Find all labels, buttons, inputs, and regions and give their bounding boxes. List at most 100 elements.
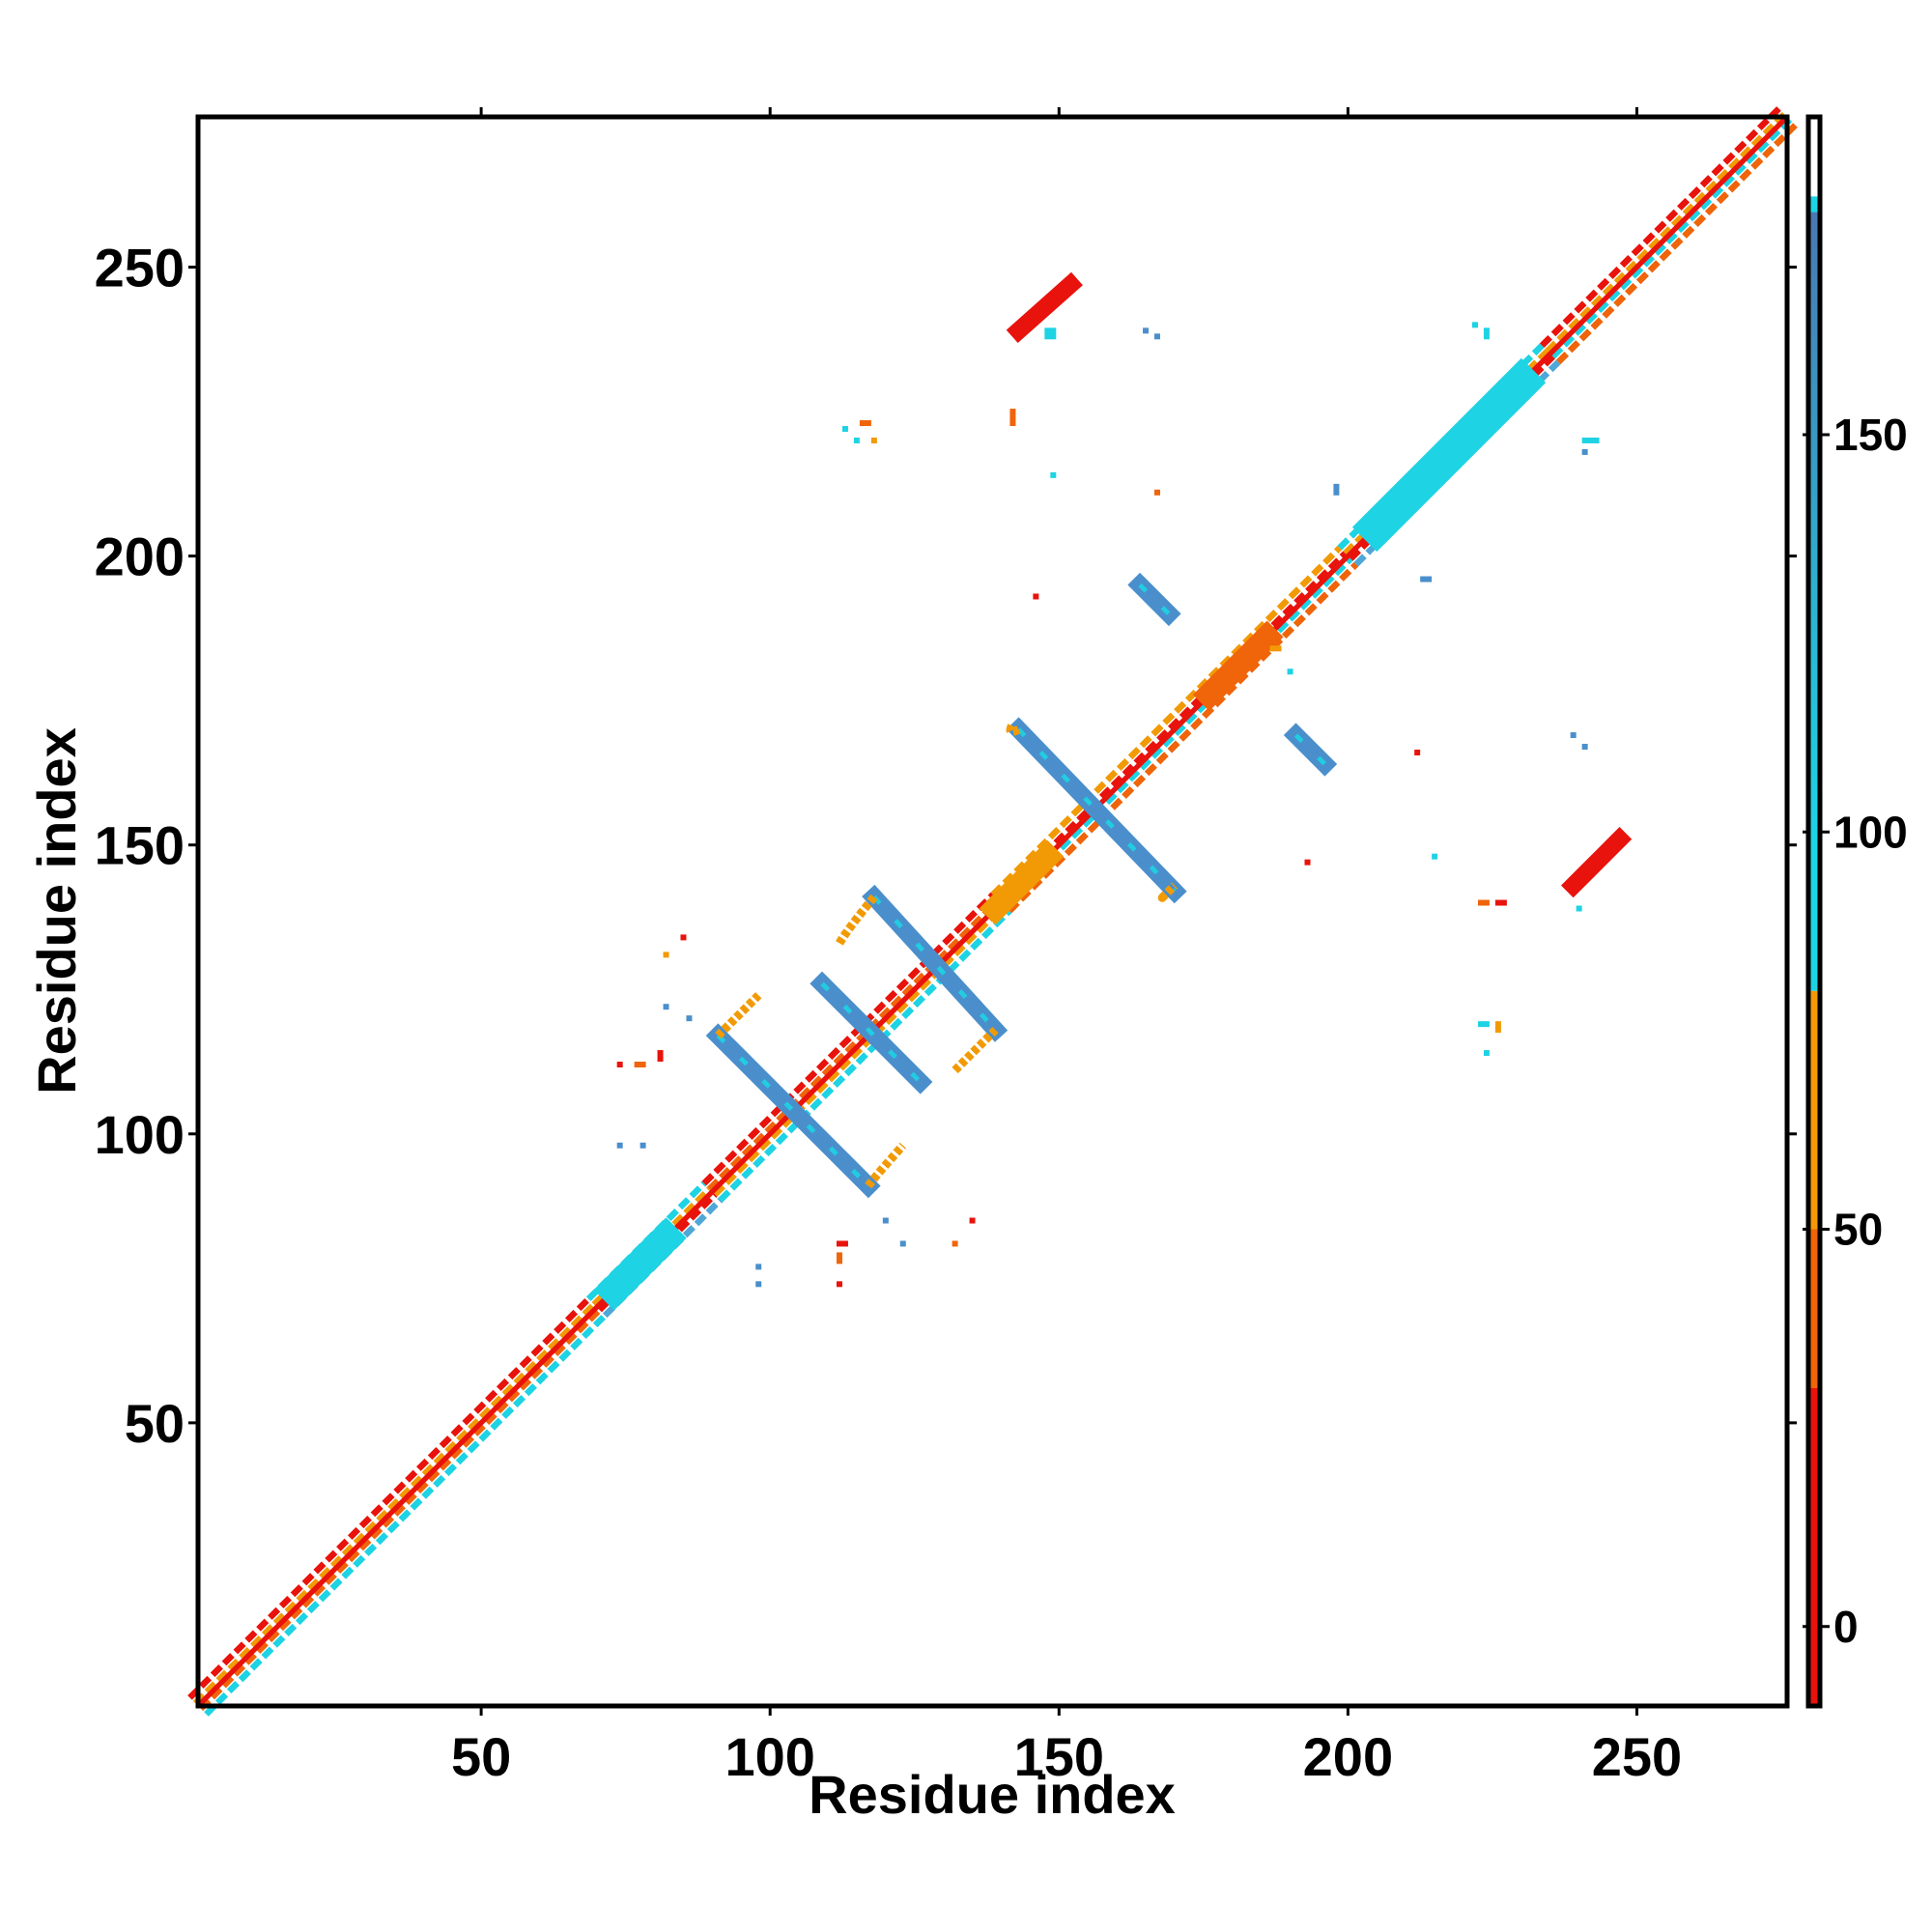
contact-point-24 [1477,899,1490,906]
contact-band-2 [862,884,1009,1042]
colorbar-band-1 [1808,1229,1820,1388]
contact-point-12 [1581,437,1600,443]
colorbar-band-4 [1808,117,1820,197]
contact-point-7 [1009,409,1016,427]
contact-point-36 [657,1050,664,1063]
contact-band-6 [1006,271,1083,343]
contact-band-0-highlight [716,1034,870,1188]
colorbar-frame [1805,114,1823,1709]
contact-point-46 [952,1240,958,1247]
y-axis: 50 100 150 200 250 [95,238,1797,1454]
contact-arc-14 [715,992,762,1039]
diagonal-stripe-0-0 [187,1296,591,1700]
contact-band-11 [979,839,1065,925]
contact-band-4-highlight [1138,582,1171,616]
diagonal-stripe-2-0 [701,892,996,1186]
diagonal-stripe-3-1 [996,551,1348,903]
diagonal-stripe-0-1 [192,1302,597,1706]
contact-band-7 [1560,827,1633,898]
y-tick-label-1: 100 [95,1104,185,1165]
contact-point-31 [663,952,669,958]
diagonal-stripe-3-3 [1007,561,1359,914]
contact-point-47 [969,1217,976,1224]
contact-point-43 [755,1281,762,1288]
contact-point-25 [1494,899,1507,906]
contact-point-37 [616,1142,623,1149]
contact-point-39 [836,1240,848,1247]
contact-point-45 [899,1240,906,1247]
contact-point-5 [870,437,877,443]
x-tick-label-0: 50 [451,1726,511,1787]
diagonal-stripe-5-3 [1555,123,1798,365]
contact-point-9 [1153,489,1160,496]
colorbar-tick-label-1: 50 [1833,1205,1883,1255]
contact-point-18 [1287,668,1293,675]
contact-arc-15 [865,1142,907,1189]
x-axis: 50 100 150 200 250 [451,107,1682,1787]
contact-point-27 [1477,1021,1490,1028]
contact-arc-13 [952,1026,999,1074]
contact-band-1-highlight [820,981,923,1084]
contact-point-8 [1050,471,1057,478]
contact-point-30 [680,934,687,941]
x-axis-label: Residue index [809,1764,1176,1825]
contact-point-21 [1414,750,1421,755]
contact-point-42 [755,1264,762,1270]
contact-point-32 [663,1004,669,1010]
colorbar-tick-label-0: 0 [1833,1602,1859,1652]
colorbar-ticks: 0 50 100 150 [1803,410,1908,1652]
contact-point-17 [1269,645,1282,652]
contact-point-1 [1143,327,1150,334]
colorbar-bands [1808,117,1820,1706]
diagonal-stripe-2-3 [718,908,1012,1203]
diagonal-stripe-5-1 [1545,111,1787,354]
contact-point-44 [882,1217,889,1224]
y-tick-label-4: 250 [95,238,185,298]
x-tick-label-4: 250 [1592,1726,1682,1787]
contact-point-4 [841,426,848,433]
contact-point-2 [1153,333,1160,340]
colorbar-tick-label-2: 100 [1833,807,1908,857]
contact-arc-16 [1006,721,1021,736]
colorbar-gradient [1808,212,1820,833]
diagonal-stripe-5-2 [1550,117,1793,359]
x-tick-label-1: 100 [724,1726,814,1787]
diagonal-stripe-2-1 [707,897,1001,1192]
contact-point-3 [859,420,871,427]
contact-point-19 [1570,732,1577,739]
y-tick-label-2: 150 [95,815,185,876]
contact-point-34 [616,1062,623,1068]
contact-point-40 [836,1252,842,1264]
contact-point-35 [634,1062,646,1068]
colorbar-band-2 [1808,990,1820,1230]
heatmap-marks [187,106,1798,1717]
diagonal-stripe-0-2 [198,1307,602,1712]
diagonal-stripe-3-0 [990,545,1343,897]
contact-point-10 [1471,322,1478,328]
x-tick-label-3: 200 [1303,1726,1393,1787]
contact-band-10 [1192,620,1284,712]
x-tick-label-2: 150 [1014,1726,1104,1787]
contact-point-16 [1333,483,1340,496]
contact-point-29 [1483,1050,1490,1057]
contact-arc-12 [836,894,878,946]
diagonal-stripe-0-3 [204,1313,608,1717]
contact-point-38 [639,1142,646,1149]
contact-point-23 [1304,859,1311,866]
contact-point-22 [1432,853,1438,860]
plot-area [187,106,1798,1717]
contact-point-6 [853,437,860,443]
contact-point-41 [836,1281,842,1288]
contact-point-28 [1494,1021,1501,1034]
y-tick-label-0: 50 [125,1393,185,1454]
y-tick-label-3: 200 [95,526,185,587]
colorbar: 0 50 100 150 [1803,114,1908,1709]
diagonal-stripe-2-2 [712,903,1007,1197]
colorbar-band-0 [1808,1388,1820,1706]
contact-point-26 [1576,905,1582,912]
contact-band-3-highlight [1016,727,1177,894]
contact-point-0 [1044,327,1057,340]
y-axis-label: Residue index [26,727,87,1094]
